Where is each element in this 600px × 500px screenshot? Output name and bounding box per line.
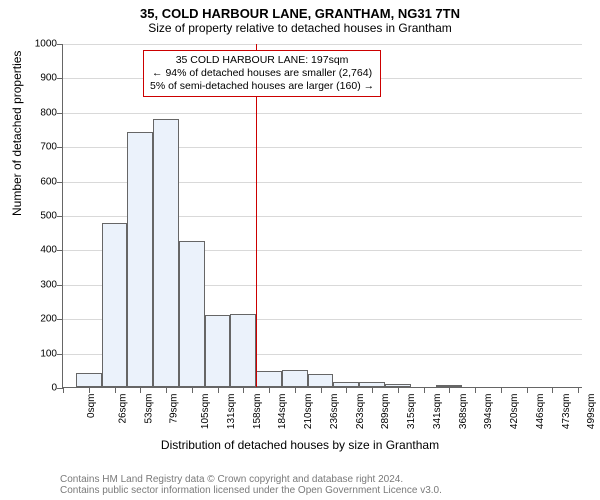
y-tick-label: 1000: [23, 39, 57, 50]
footer-line1: Contains HM Land Registry data © Crown c…: [60, 474, 600, 485]
gridline: [63, 113, 582, 114]
histogram-bar: [205, 315, 231, 387]
x-tick: [398, 387, 399, 393]
x-tick: [63, 387, 64, 393]
x-tick-label: 79sqm: [169, 394, 180, 424]
footer-line2: Contains public sector information licen…: [60, 485, 600, 496]
x-axis-title: Distribution of detached houses by size …: [0, 438, 600, 452]
x-tick: [424, 387, 425, 393]
x-tick: [449, 387, 450, 393]
y-tick-label: 700: [23, 142, 57, 153]
histogram-bar: [308, 374, 334, 387]
y-tick-label: 800: [23, 107, 57, 118]
x-tick-label: 289sqm: [380, 394, 391, 430]
annotation-line1: 35 COLD HARBOUR LANE: 197sqm: [150, 54, 374, 67]
annotation-box: 35 COLD HARBOUR LANE: 197sqm ← 94% of de…: [143, 50, 381, 97]
x-tick-label: 26sqm: [117, 394, 128, 424]
x-tick: [527, 387, 528, 393]
x-tick-label: 499sqm: [586, 394, 597, 430]
y-tick: [57, 250, 63, 251]
y-tick-label: 500: [23, 211, 57, 222]
x-tick: [140, 387, 141, 393]
x-tick-label: 236sqm: [329, 394, 340, 430]
y-tick: [57, 113, 63, 114]
x-tick-label: 368sqm: [458, 394, 469, 430]
y-tick-label: 0: [23, 383, 57, 394]
x-tick-label: 394sqm: [483, 394, 494, 430]
x-tick-label: 158sqm: [252, 394, 263, 430]
y-tick-label: 200: [23, 314, 57, 325]
x-tick: [243, 387, 244, 393]
x-tick: [89, 387, 90, 393]
y-tick-label: 900: [23, 73, 57, 84]
x-tick-label: 473sqm: [561, 394, 572, 430]
x-tick-label: 210sqm: [303, 394, 314, 430]
x-tick-label: 263sqm: [355, 394, 366, 430]
x-tick-label: 105sqm: [200, 394, 211, 430]
x-tick: [115, 387, 116, 393]
x-tick: [295, 387, 296, 393]
y-tick-label: 300: [23, 279, 57, 290]
x-tick-label: 131sqm: [226, 394, 237, 430]
x-tick-label: 420sqm: [509, 394, 520, 430]
x-tick: [501, 387, 502, 393]
annotation-line3: 5% of semi-detached houses are larger (1…: [150, 80, 374, 93]
x-tick-label: 184sqm: [277, 394, 288, 430]
histogram-bar: [230, 314, 256, 387]
x-tick: [321, 387, 322, 393]
x-tick: [552, 387, 553, 393]
x-tick: [346, 387, 347, 393]
x-tick: [218, 387, 219, 393]
x-tick: [475, 387, 476, 393]
x-tick-label: 315sqm: [406, 394, 417, 430]
x-tick-label: 341sqm: [432, 394, 443, 430]
histogram-bar: [179, 241, 205, 387]
histogram-bar: [76, 373, 102, 387]
x-tick: [269, 387, 270, 393]
y-tick: [57, 182, 63, 183]
y-tick: [57, 285, 63, 286]
y-tick-label: 600: [23, 176, 57, 187]
footer-attribution: Contains HM Land Registry data © Crown c…: [0, 474, 600, 496]
y-axis-title: Number of detached properties: [10, 51, 24, 216]
x-tick-label: 0sqm: [86, 394, 97, 418]
y-tick: [57, 78, 63, 79]
chart-title-sub: Size of property relative to detached ho…: [0, 21, 600, 39]
x-tick: [166, 387, 167, 393]
x-tick: [372, 387, 373, 393]
histogram-bar: [102, 223, 128, 387]
chart-title-main: 35, COLD HARBOUR LANE, GRANTHAM, NG31 7T…: [0, 0, 600, 21]
y-tick: [57, 354, 63, 355]
x-tick: [578, 387, 579, 393]
histogram-bar: [256, 371, 282, 388]
y-tick: [57, 319, 63, 320]
x-tick-label: 446sqm: [535, 394, 546, 430]
y-tick: [57, 216, 63, 217]
gridline: [63, 44, 582, 45]
chart-plot-area: 010020030040050060070080090010000sqm26sq…: [62, 44, 582, 388]
y-tick-label: 100: [23, 348, 57, 359]
histogram-bar: [153, 119, 179, 387]
x-tick-label: 53sqm: [143, 394, 154, 424]
y-tick-label: 400: [23, 245, 57, 256]
x-tick: [192, 387, 193, 393]
y-tick: [57, 147, 63, 148]
histogram-bar: [282, 370, 308, 387]
y-tick: [57, 44, 63, 45]
annotation-line2: ← 94% of detached houses are smaller (2,…: [150, 67, 374, 80]
histogram-bar: [127, 132, 153, 387]
